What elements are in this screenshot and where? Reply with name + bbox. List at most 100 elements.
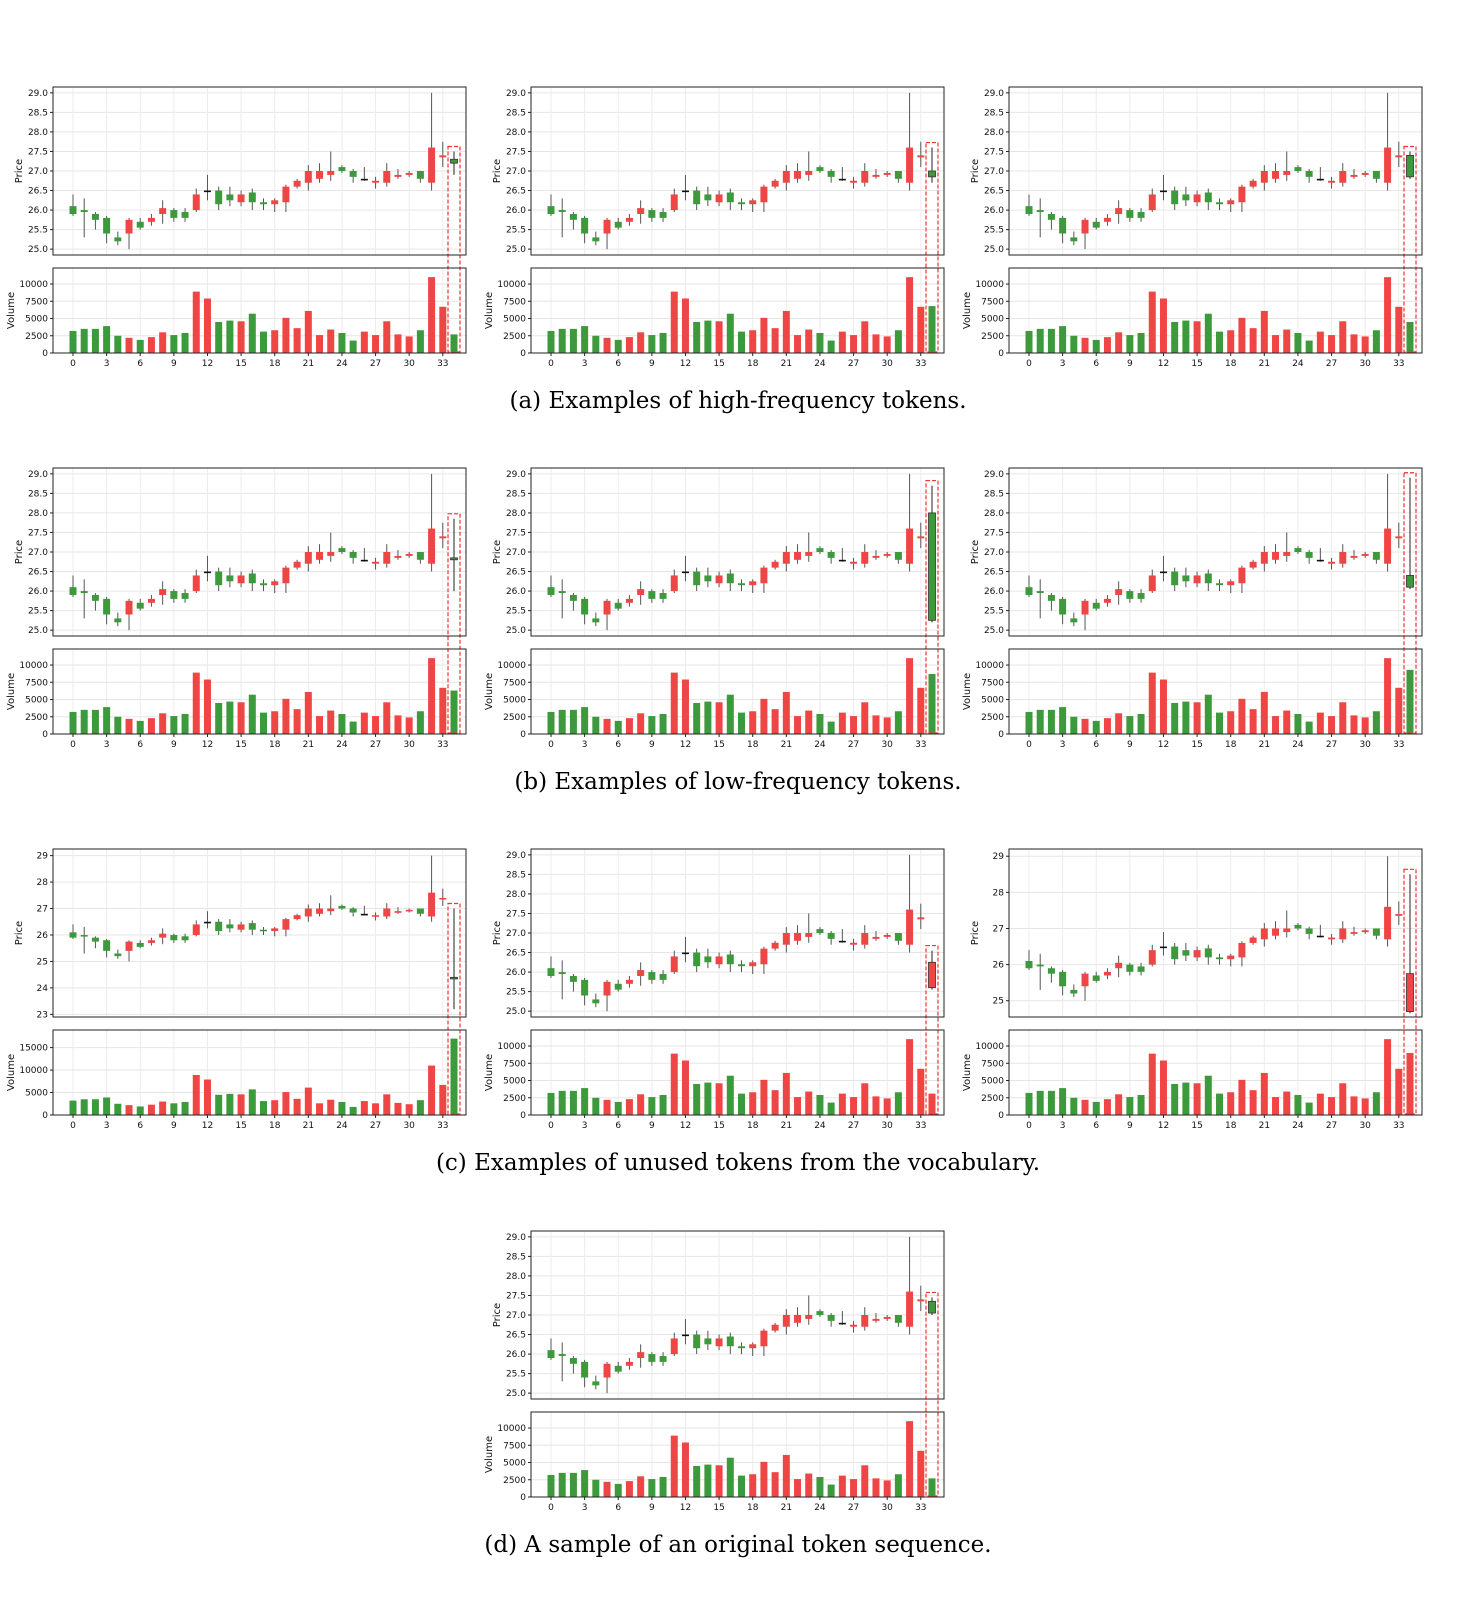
candle-body (271, 581, 279, 586)
x-tick-label: 12 (1158, 1121, 1169, 1131)
candle-body (282, 186, 290, 203)
candle-body (726, 192, 734, 203)
volume-bar (1036, 709, 1044, 734)
volume-bar (383, 321, 391, 353)
volume-bar (738, 1475, 745, 1497)
x-tick-label: 27 (848, 359, 859, 369)
price-tick-label: 25.5 (506, 1370, 526, 1380)
price-tick-label: 27.5 (506, 528, 526, 538)
volume-axis-label: Volume (962, 673, 973, 710)
volume-bar (749, 1092, 757, 1115)
volume-bar (1249, 709, 1257, 734)
candle-body (569, 213, 577, 220)
candle-body (1350, 932, 1358, 934)
price-tick-label: 28.0 (506, 509, 526, 519)
volume-bar (894, 711, 902, 734)
candle-body (805, 933, 813, 937)
volume-bar (861, 1083, 869, 1115)
volume-tick-label: 5000 (981, 1077, 1004, 1087)
volume-bar (760, 317, 768, 353)
volume-bar (316, 1103, 324, 1115)
candle-body (637, 970, 645, 976)
volume-bar (416, 711, 424, 734)
price-tick-label: 28.5 (984, 108, 1004, 118)
volume-axis-label: Volume (962, 292, 973, 329)
volume-bar (1260, 1072, 1268, 1115)
candle-body (405, 909, 413, 912)
volume-tick-label: 0 (42, 349, 48, 359)
volume-bar (1081, 1099, 1089, 1115)
candle-body (928, 170, 936, 178)
candle-body (850, 942, 858, 945)
volume-bar (715, 702, 723, 734)
volume-tick-label: 7500 (503, 678, 526, 688)
caption-b: (b) Examples of low-frequency tokens. (514, 769, 962, 795)
price-tick-label: 28.5 (506, 489, 526, 499)
volume-bar (1216, 712, 1223, 734)
candle-body (648, 591, 656, 599)
candle-body (928, 512, 936, 621)
candle-body (872, 1318, 880, 1321)
candle-body (91, 594, 99, 601)
volume-bar (1227, 1092, 1235, 1115)
volume-bar (327, 710, 335, 734)
price-axis-label: Price (492, 921, 503, 945)
volume-bar (614, 1101, 622, 1115)
volume-bar (715, 1083, 723, 1115)
candle-body (1047, 213, 1055, 220)
price-tick-label: 29.0 (28, 470, 48, 480)
candle-body (592, 999, 600, 1004)
price-tick-label: 28.5 (28, 108, 48, 118)
volume-bar (1395, 1068, 1403, 1115)
x-tick-label: 15 (1191, 740, 1202, 750)
x-tick-label: 30 (881, 740, 893, 750)
candle-body (782, 171, 790, 183)
candle-body (771, 1324, 779, 1331)
price-axis-label: Price (492, 159, 503, 183)
volume-axis-label: Volume (484, 1436, 495, 1473)
price-tick-label: 27 (37, 905, 48, 915)
candle-body (80, 591, 88, 594)
x-tick-label: 24 (1292, 359, 1304, 369)
x-tick-label: 15 (713, 1121, 724, 1131)
chart-b2: 25.0 25.5 26.0 26.5 27.0 27.5 28.0 28.5 29.0 0 250… (478, 459, 958, 759)
volume-bar (558, 709, 566, 734)
candle-body (547, 206, 555, 214)
x-tick-label: 21 (303, 740, 314, 750)
candle-body (349, 552, 357, 558)
volume-bar (1059, 707, 1067, 734)
volume-bar (827, 1102, 835, 1115)
x-tick-label: 33 (915, 1121, 926, 1131)
volume-tick-label: 0 (998, 1111, 1004, 1121)
x-tick-label: 0 (70, 359, 76, 369)
candle-body (383, 552, 391, 564)
volume-bar (1081, 718, 1089, 734)
x-tick-label: 18 (747, 1503, 759, 1513)
candle-body (917, 917, 925, 920)
candle-body (603, 1363, 611, 1378)
candle-body (592, 1381, 600, 1386)
volume-tick-label: 10000 (975, 661, 1004, 671)
volume-bar (203, 298, 211, 353)
volume-bar (771, 709, 779, 734)
candle-body (760, 567, 768, 584)
x-tick-label: 6 (137, 1121, 143, 1131)
volume-bar (1193, 702, 1201, 734)
candle-body (1372, 171, 1380, 179)
volume-bar (906, 277, 914, 353)
candle-body (693, 190, 701, 205)
price-tick-label: 26.0 (984, 587, 1004, 597)
x-tick-label: 21 (781, 1503, 792, 1513)
x-tick-label: 21 (303, 1121, 314, 1131)
candle-body (293, 180, 301, 187)
candle-body (1092, 221, 1100, 228)
candle-body (1316, 935, 1324, 938)
volume-bar (558, 1090, 566, 1115)
volume-tick-label: 2500 (25, 332, 48, 342)
volume-bar (360, 1101, 368, 1115)
volume-tick-label: 2500 (981, 332, 1004, 342)
candle-body (928, 1300, 936, 1314)
highlight-box (1403, 868, 1417, 1115)
volume-bar (1204, 694, 1212, 734)
candle-body (681, 952, 689, 955)
